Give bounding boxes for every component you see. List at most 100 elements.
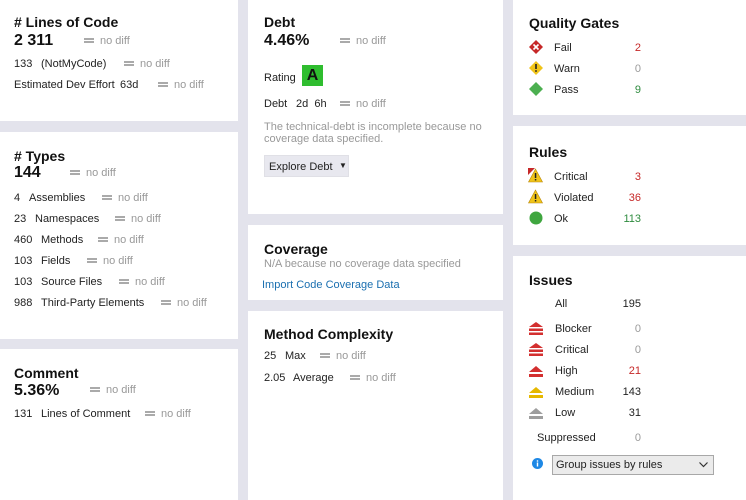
suppressed-count[interactable]: 0 — [634, 432, 641, 444]
loc-value-diff: no diff — [84, 35, 130, 47]
equal-icon — [158, 82, 168, 87]
coverage-note: N/A because no coverage data specified — [264, 258, 461, 270]
debt-panel: Debt 4.46% no diff Rating A Debt 2d 6h n… — [248, 0, 503, 214]
medium-label[interactable]: Medium — [555, 386, 595, 398]
violated-icon — [528, 189, 543, 204]
method-complexity-panel: Method Complexity 25 Max no diff 2.05 Av… — [248, 311, 503, 500]
notmycode-diff: no diff — [124, 58, 170, 70]
equal-icon — [320, 353, 330, 358]
panel-title: # Types — [14, 148, 66, 164]
max-complexity-value: 25 — [264, 350, 277, 362]
dev-effort-label: Estimated Dev Effort — [14, 79, 115, 91]
low-count[interactable]: 31 — [628, 407, 641, 419]
explore-debt-label: Explore Debt — [269, 161, 333, 173]
import-coverage-link[interactable]: Import Code Coverage Data — [262, 279, 400, 291]
fields-diff: no diff — [87, 255, 133, 267]
loc-value: 2 311 — [14, 32, 54, 49]
critical-count[interactable]: 0 — [634, 344, 641, 356]
blocker-icon — [529, 322, 543, 335]
medium-count[interactable]: 143 — [622, 386, 641, 398]
dev-effort-diff: no diff — [158, 79, 204, 91]
critical-rules-count[interactable]: 3 — [634, 171, 641, 183]
violated-rules-label[interactable]: Violated — [554, 192, 594, 204]
equal-icon — [87, 258, 97, 263]
fields-label: Fields — [41, 255, 71, 267]
max-complexity-label: Max — [285, 350, 306, 362]
debt-time-diff: no diff — [340, 98, 386, 110]
types-value: 144 — [14, 164, 41, 181]
fields-count: 103 — [14, 255, 33, 267]
ok-icon — [529, 211, 543, 225]
panel-title: Comment — [14, 365, 79, 381]
debt-percent: 4.46% — [264, 32, 310, 49]
equal-icon — [70, 170, 80, 175]
namespaces-diff: no diff — [115, 213, 161, 225]
explore-debt-button[interactable]: Explore Debt ▼ — [264, 155, 349, 177]
ok-rules-count[interactable]: 113 — [623, 213, 641, 225]
comment-value: 5.36% — [14, 382, 60, 399]
equal-icon — [350, 375, 360, 380]
all-issues-label[interactable]: All — [555, 298, 568, 310]
debt-percent-diff: no diff — [340, 35, 386, 47]
equal-icon — [340, 101, 350, 106]
ok-rules-label[interactable]: Ok — [554, 213, 569, 225]
panel-title: Debt — [264, 14, 296, 30]
warn-label[interactable]: Warn — [554, 63, 580, 75]
panel-title: # Lines of Code — [14, 14, 119, 30]
low-label[interactable]: Low — [555, 407, 576, 419]
equal-icon — [98, 237, 108, 242]
issues-panel: Issues All 195 Blocker 0 Critical 0 High… — [513, 256, 746, 500]
comment-lines-label: Lines of Comment — [41, 408, 131, 420]
critical-rules-label[interactable]: Critical — [554, 171, 588, 183]
debt-label: Debt — [264, 98, 288, 110]
equal-icon — [124, 61, 134, 66]
third-party-label: Third-Party Elements — [41, 297, 145, 309]
panel-title: Issues — [529, 272, 573, 288]
group-issues-select[interactable]: Group issues by rules — [552, 455, 714, 475]
debt-note-line2: coverage data specified. — [264, 133, 384, 145]
rating-label: Rating — [264, 72, 296, 84]
pass-label[interactable]: Pass — [554, 84, 579, 96]
average-complexity-diff: no diff — [350, 372, 396, 384]
comment-lines-diff: no diff — [145, 408, 191, 420]
assemblies-diff: no diff — [102, 192, 148, 204]
third-party-diff: no diff — [161, 297, 207, 309]
equal-icon — [84, 38, 94, 43]
methods-diff: no diff — [98, 234, 144, 246]
average-complexity-label: Average — [293, 372, 334, 384]
methods-count: 460 — [14, 234, 33, 246]
comment-panel: Comment 5.36% no diff 131 Lines of Comme… — [0, 349, 238, 500]
types-panel: # Types 144 no diff 4 Assemblies no diff… — [0, 132, 238, 339]
source-files-label: Source Files — [41, 276, 103, 288]
critical-label[interactable]: Critical — [555, 344, 589, 356]
blocker-count[interactable]: 0 — [634, 323, 641, 335]
rules-panel: Rules Critical 3 Violated 36 Ok 113 — [513, 126, 746, 245]
panel-title: Rules — [529, 144, 568, 160]
high-count[interactable]: 21 — [628, 365, 641, 377]
fail-label[interactable]: Fail — [554, 42, 572, 54]
coverage-panel: Coverage N/A because no coverage data sp… — [248, 225, 503, 300]
medium-icon — [529, 387, 543, 398]
equal-icon — [161, 300, 171, 305]
comment-value-diff: no diff — [90, 384, 136, 396]
fail-count[interactable]: 2 — [634, 42, 641, 54]
all-issues-count[interactable]: 195 — [622, 298, 641, 310]
notmycode-label: (NotMyCode) — [41, 58, 107, 70]
warn-icon — [529, 61, 543, 75]
debt-note-line1: The technical-debt is incomplete because… — [264, 121, 482, 133]
high-label[interactable]: High — [555, 365, 578, 377]
violated-rules-count[interactable]: 36 — [628, 192, 641, 204]
panel-title: Method Complexity — [264, 326, 394, 342]
pass-count[interactable]: 9 — [634, 84, 641, 96]
dropdown-arrow-icon: ▼ — [339, 161, 347, 170]
debt-time: 2d 6h — [296, 98, 327, 110]
suppressed-label[interactable]: Suppressed — [537, 432, 596, 444]
rating-badge: A — [302, 65, 323, 86]
max-complexity-diff: no diff — [320, 350, 366, 362]
warn-count[interactable]: 0 — [634, 63, 641, 75]
third-party-count: 988 — [14, 297, 33, 309]
equal-icon — [102, 195, 112, 200]
equal-icon — [340, 38, 350, 43]
blocker-label[interactable]: Blocker — [555, 323, 592, 335]
pass-icon — [529, 82, 543, 96]
